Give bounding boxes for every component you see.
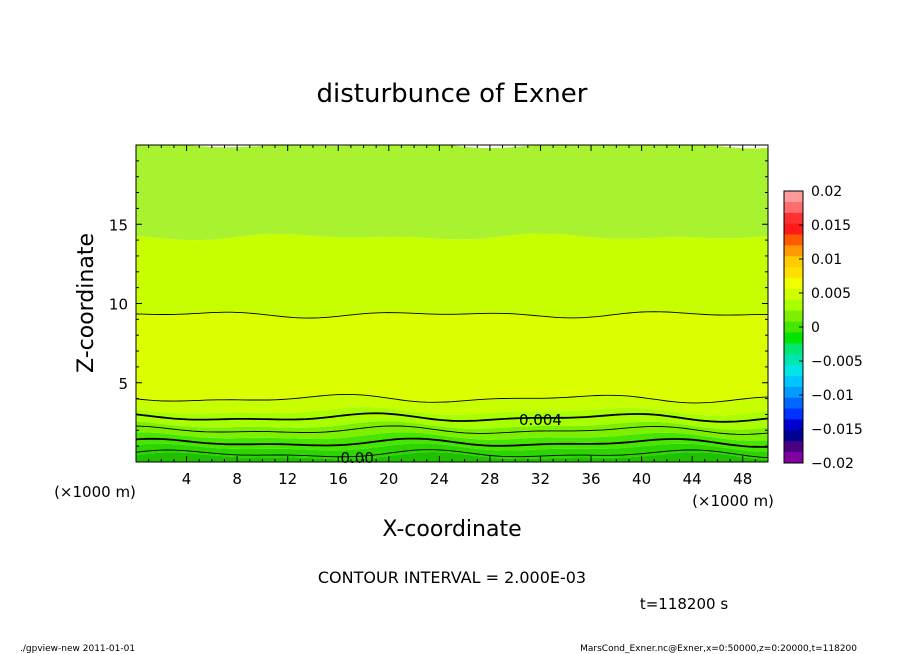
x-tick-label: 32 — [531, 470, 550, 488]
contour-line — [135, 311, 768, 319]
colorbar-segment — [784, 299, 803, 312]
colorbar-segment — [784, 332, 803, 344]
x-axis-label: X-coordinate — [382, 517, 521, 542]
colorbar-segment — [784, 256, 803, 268]
x-tick-label: 28 — [480, 470, 499, 488]
y-tick-label: 15 — [109, 216, 128, 234]
contour-band — [136, 311, 768, 403]
colorbar-segment — [784, 201, 803, 214]
colorbar-segment — [784, 419, 803, 431]
contour-band — [136, 233, 768, 319]
colorbar-segment — [784, 191, 803, 203]
colorbar-tick-label: −0.005 — [811, 354, 863, 370]
contour-band — [136, 407, 768, 430]
contour-line — [135, 393, 769, 404]
colorbar-tick-label: 0 — [811, 320, 820, 336]
colorbar-segment — [784, 365, 803, 377]
x-tick-label: 16 — [329, 470, 348, 488]
x-axis: 4 8 12 16 20 24 28 32 36 40 44 48 — [148, 145, 756, 488]
colorbar-segment — [784, 386, 803, 399]
colorbar-tick-label: −0.02 — [811, 456, 854, 472]
colorbar-segment — [784, 441, 803, 453]
contour-band — [136, 421, 768, 441]
contour-line — [135, 437, 769, 448]
colorbar-tick-label: 0.015 — [811, 218, 851, 234]
contour-interval: CONTOUR INTERVAL = 2.000E-03 — [318, 568, 586, 587]
contour-lines — [135, 311, 769, 459]
colorbar-segment — [784, 267, 803, 279]
colorbar-segment — [784, 321, 803, 333]
contour-line — [135, 425, 769, 435]
x-unit-left: (×1000 m) — [54, 483, 136, 501]
colorbar-segment — [784, 234, 803, 246]
colorbar-tick-label: 0.005 — [811, 286, 851, 302]
contour-line — [135, 412, 769, 423]
time-label: t=118200 s — [640, 595, 728, 613]
x-tick-label: 36 — [581, 470, 600, 488]
colorbar: 0.02 0.015 0.01 0.005 0 −0.005 −0.01 −0.015 −0.0… — [783, 184, 863, 472]
colorbar-segment — [784, 288, 803, 301]
contour-label: 0.004 — [519, 411, 562, 429]
colorbar-segment — [784, 408, 803, 420]
x-unit-right: (×1000 m) — [692, 492, 774, 510]
y-tick-label: 5 — [118, 375, 128, 393]
colorbar-segment — [784, 354, 803, 366]
contour-band — [136, 452, 768, 462]
colorbar-segment — [784, 245, 803, 257]
colorbar-segment — [784, 223, 803, 236]
x-tick-label: 24 — [430, 470, 449, 488]
footer-left: ./gpview-new 2011-01-01 — [20, 644, 135, 654]
chart-title: disturbunce of Exner — [317, 79, 588, 109]
contour-labels: 0.004 0.00 — [340, 411, 561, 467]
x-tick-label: 40 — [632, 470, 651, 488]
contour-label: 0.00 — [340, 449, 373, 467]
colorbar-tick-label: −0.01 — [811, 388, 854, 404]
x-tick-label: 48 — [733, 470, 752, 488]
colorbar-segment — [784, 310, 803, 323]
colorbar-segment — [784, 375, 803, 388]
colorbar-segment — [784, 430, 803, 442]
colorbar-segment — [784, 452, 803, 464]
contour-band — [136, 394, 768, 416]
contour-band — [136, 145, 768, 241]
colorbar-segment — [784, 212, 803, 225]
colorbar-segment — [784, 397, 803, 410]
footer-right: MarsCond_Exner.nc@Exner,x=0:50000,z=0:20… — [580, 644, 857, 654]
x-tick-label: 12 — [278, 470, 297, 488]
contour-fill — [136, 145, 768, 462]
y-tick-label: 10 — [109, 296, 128, 314]
contour-line — [135, 449, 769, 459]
y-axis-label: Z-coordinate — [74, 233, 99, 373]
colorbar-tick-label: −0.015 — [811, 422, 863, 438]
x-tick-label: 44 — [683, 470, 702, 488]
x-tick-label: 20 — [379, 470, 398, 488]
colorbar-tick-label: 0.01 — [811, 252, 842, 268]
colorbar-tick-label: 0.02 — [811, 184, 842, 200]
colorbar-segment — [784, 278, 803, 290]
x-tick-label: 8 — [232, 470, 242, 488]
y-axis: 5 10 15 — [109, 160, 768, 447]
x-tick-label: 4 — [182, 470, 192, 488]
colorbar-segment — [784, 343, 803, 355]
